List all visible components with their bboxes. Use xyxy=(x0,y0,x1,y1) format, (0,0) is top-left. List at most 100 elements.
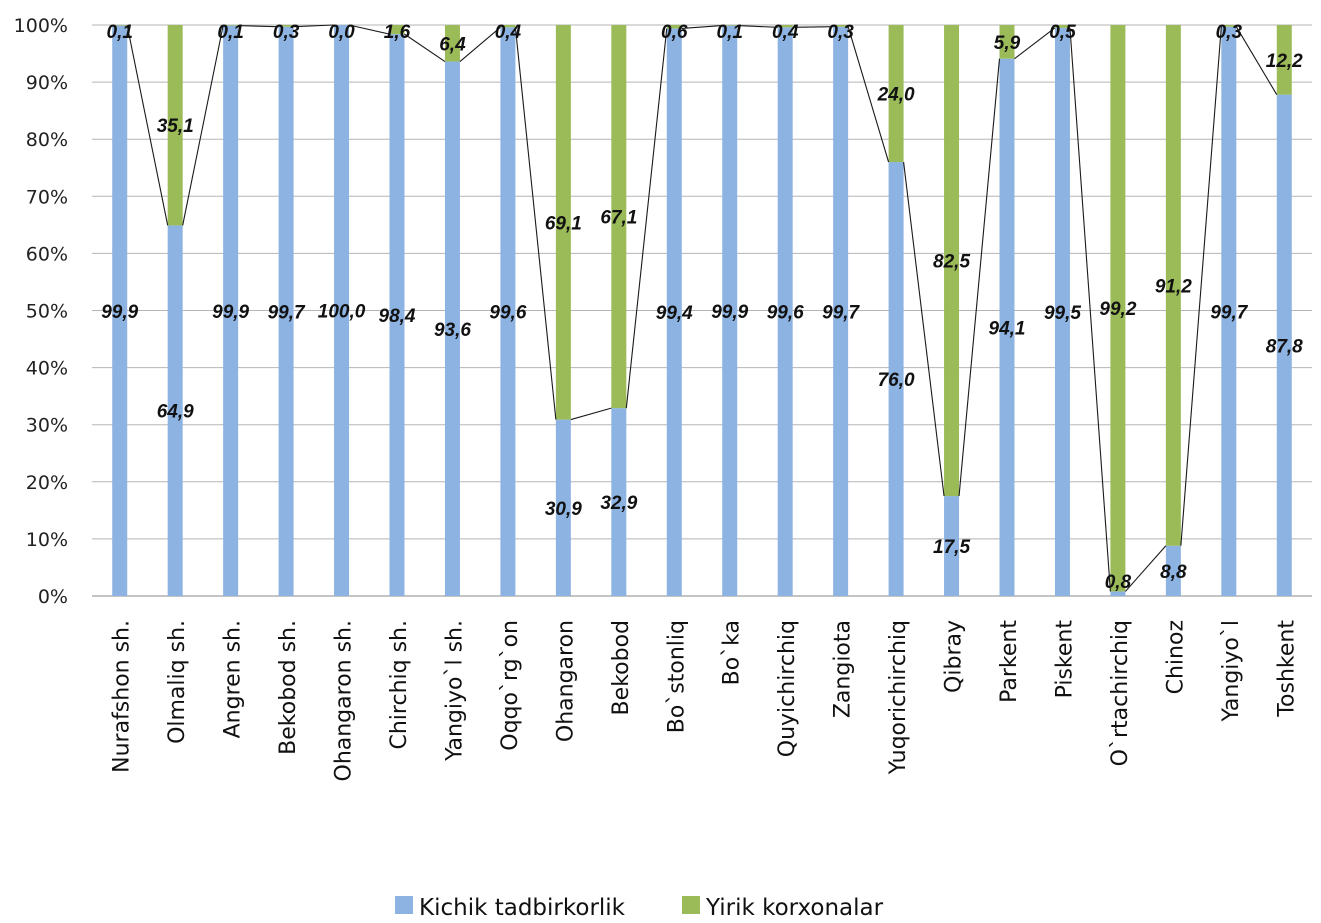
x-tick-label: Piskent xyxy=(1052,620,1077,699)
x-tick-label: Oqqo`rg`on xyxy=(498,620,523,751)
data-label-large-enterprises: 0,0 xyxy=(328,22,355,43)
x-tick-label: Ohangaron sh. xyxy=(332,620,357,782)
bar-small-business xyxy=(1165,545,1181,596)
bar-large-enterprises xyxy=(999,25,1015,59)
x-tick-label: Chirchiq sh. xyxy=(387,620,412,750)
connector-line xyxy=(1124,545,1167,592)
x-axis: Nurafshon sh. Olmaliq sh. Angren sh. Bekobo… xyxy=(110,620,1300,782)
bar-small-business xyxy=(722,25,738,597)
data-label-large-enterprises: 0,1 xyxy=(107,22,133,43)
x-tick-label: Yuqorichirchiq xyxy=(886,620,911,775)
connector-line xyxy=(126,25,169,226)
legend-label-small-business: Kichik tadbirkorlik xyxy=(419,895,626,921)
x-tick-label: Bekobod sh. xyxy=(276,620,301,755)
y-tick-label: 20% xyxy=(26,472,68,494)
connector-line xyxy=(681,25,723,29)
x-tick-label: Bo`stonliq xyxy=(664,620,689,733)
data-label-small-business: 32,9 xyxy=(600,493,637,514)
connector-line xyxy=(348,24,390,35)
data-label-small-business: 94,1 xyxy=(989,318,1026,339)
y-tick-label: 30% xyxy=(26,415,68,437)
legend: Kichik tadbirkorlik Yirik korxonalar xyxy=(395,895,884,921)
x-tick-label: Parkent xyxy=(997,620,1022,703)
connector-line xyxy=(514,27,557,420)
x-tick-label: Bo`ka xyxy=(720,620,745,685)
connector-line xyxy=(1235,26,1278,95)
bar-small-business xyxy=(1276,94,1292,597)
data-label-small-business: 64,9 xyxy=(157,402,194,423)
data-label-large-enterprises: 0,5 xyxy=(1049,22,1076,43)
bar-large-enterprises xyxy=(555,25,571,420)
data-label-large-enterprises: 24,0 xyxy=(877,85,915,106)
data-label-large-enterprises: 91,2 xyxy=(1155,276,1192,297)
y-tick-label: 90% xyxy=(26,72,68,94)
bar-large-enterprises xyxy=(167,25,183,226)
x-tick-label: Chinoz xyxy=(1163,620,1188,694)
data-label-large-enterprises: 67,1 xyxy=(600,208,637,229)
data-label-large-enterprises: 1,6 xyxy=(384,22,411,43)
bar-large-enterprises xyxy=(1110,25,1126,592)
x-tick-label: O`rtachirchiq xyxy=(1108,620,1133,766)
legend-swatch-large-enterprises xyxy=(682,896,700,914)
y-tick-label: 50% xyxy=(26,301,68,323)
data-label-small-business: 30,9 xyxy=(545,499,582,520)
connector-line xyxy=(570,407,612,421)
x-tick-label: Ohangaron xyxy=(553,620,578,742)
bar-small-business xyxy=(555,419,571,596)
data-label-large-enterprises: 0,4 xyxy=(772,22,799,43)
bars xyxy=(112,25,1292,597)
data-label-small-business: 87,8 xyxy=(1266,336,1303,357)
data-label-large-enterprises: 0,1 xyxy=(217,22,243,43)
data-label-large-enterprises: 0,6 xyxy=(661,22,688,43)
data-label-small-business: 99,7 xyxy=(822,302,860,323)
connector-line xyxy=(737,25,778,28)
bar-large-enterprises xyxy=(888,25,904,163)
data-label-small-business: 99,5 xyxy=(1044,303,1081,324)
x-tick-label: Qibray xyxy=(942,620,967,693)
data-label-small-business: 0,8 xyxy=(1105,572,1132,593)
x-tick-label: Yangiyo`l xyxy=(1219,620,1244,723)
y-tick-label: 10% xyxy=(26,529,68,551)
data-label-small-business: 100,0 xyxy=(318,302,366,323)
data-label-small-business: 99,7 xyxy=(268,302,306,323)
y-axis: 0% 10% 20% 30% 40% 50% 60% 70% 80% 90% 100% xyxy=(14,15,68,608)
y-tick-label: 100% xyxy=(14,15,68,37)
gridlines xyxy=(92,24,1312,597)
y-tick-label: 0% xyxy=(38,586,68,608)
data-label-large-enterprises: 0,3 xyxy=(1216,22,1243,43)
bar-small-business xyxy=(112,25,128,597)
data-label-large-enterprises: 6,4 xyxy=(439,34,466,55)
data-label-large-enterprises: 0,1 xyxy=(717,22,743,43)
connector-line xyxy=(1014,27,1056,60)
data-label-large-enterprises: 0,4 xyxy=(495,22,522,43)
bar-large-enterprises xyxy=(722,25,738,26)
data-labels: 99,9 0,1 64,9 35,1 99,9 0,1 99,7 0,3 100,0 0,0 98,… xyxy=(101,22,1303,593)
bar-large-enterprises xyxy=(1276,25,1292,95)
bar-large-enterprises xyxy=(389,25,405,35)
data-label-small-business: 93,6 xyxy=(434,320,471,341)
data-label-small-business: 8,8 xyxy=(1160,562,1187,583)
bar-large-enterprises xyxy=(1054,25,1070,28)
y-tick-label: 60% xyxy=(26,243,68,265)
data-label-small-business: 99,6 xyxy=(489,303,526,324)
bar-small-business xyxy=(1054,27,1070,597)
data-label-large-enterprises: 0,3 xyxy=(273,22,300,43)
connector-line xyxy=(1180,26,1222,546)
x-tick-label: Toshkent xyxy=(1274,620,1299,718)
connector-line xyxy=(1069,27,1111,592)
connector-lines xyxy=(126,24,1278,592)
y-tick-label: 80% xyxy=(26,129,68,151)
bar-large-enterprises xyxy=(666,25,682,29)
connector-line xyxy=(792,26,834,28)
connector-line xyxy=(625,28,668,409)
bar-small-business xyxy=(777,27,793,597)
x-tick-label: Nurafshon sh. xyxy=(110,620,135,773)
bar-large-enterprises xyxy=(944,25,960,497)
bar-small-business xyxy=(944,496,960,596)
connector-line xyxy=(404,33,446,62)
bar-large-enterprises xyxy=(223,25,239,26)
data-label-small-business: 98,4 xyxy=(379,306,416,327)
connector-line xyxy=(847,26,890,163)
bar-small-business xyxy=(666,28,682,596)
bar-small-business xyxy=(999,58,1015,596)
